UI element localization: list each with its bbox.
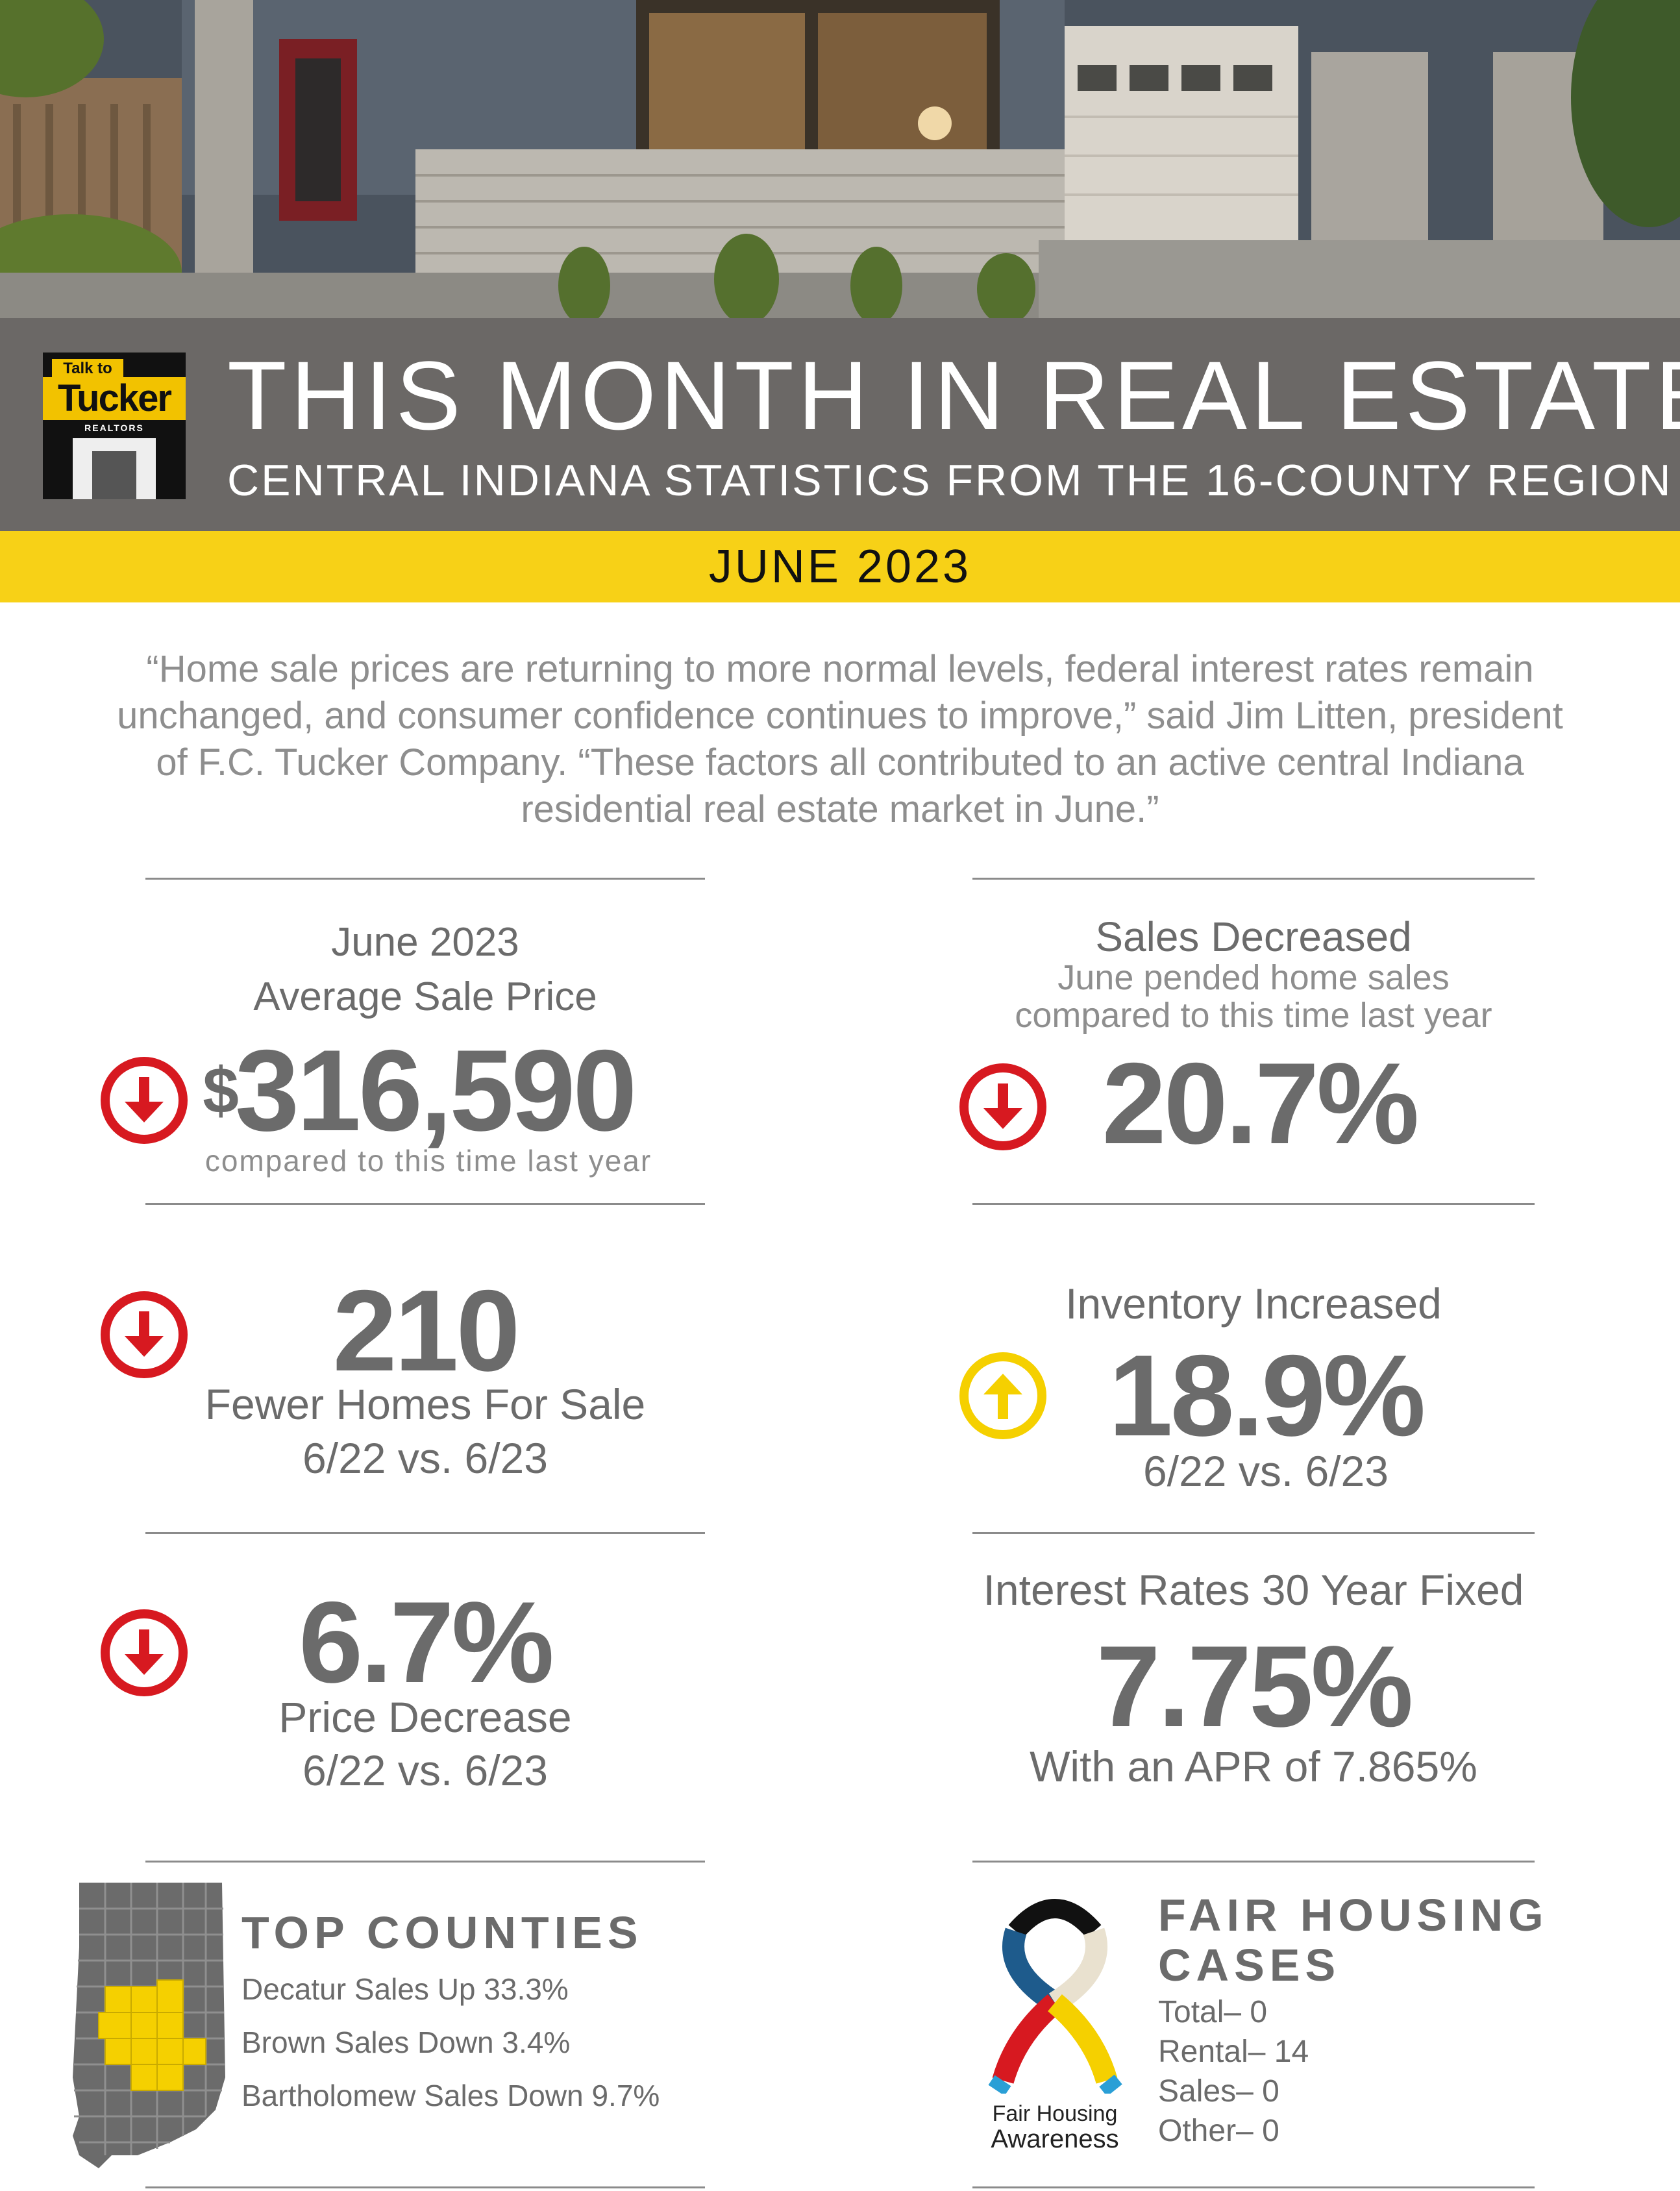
report-month: JUNE 2023 [708, 541, 972, 593]
down-arrow-icon [101, 1057, 188, 1144]
fewer-homes-label: Fewer Homes For Sale [204, 1380, 646, 1428]
price-decrease-period: 6/22 vs. 6/23 [303, 1746, 548, 1794]
month-band [0, 531, 1680, 602]
tucker-logo: Talk to Tucker REALTORS [43, 353, 186, 499]
divider [145, 2186, 705, 2188]
avg-price-label-1: June 2023 [331, 920, 519, 965]
title-band [0, 318, 1680, 531]
avg-price-currency: $ [203, 1054, 239, 1127]
hero-house-photo [0, 0, 1680, 318]
indiana-county-map [73, 1883, 225, 2168]
divider [972, 2186, 1535, 2188]
inventory-value: 18.9% [1108, 1331, 1426, 1460]
county-item: Brown Sales Down 3.4% [241, 2025, 571, 2059]
top-counties-heading: TOP COUNTIES [241, 1907, 643, 1958]
fair-housing-item: Total– 0 [1158, 1995, 1268, 2029]
inventory-period: 6/22 vs. 6/23 [1143, 1447, 1389, 1495]
logo-realtors: REALTORS [84, 423, 144, 433]
county-item: Bartholomew Sales Down 9.7% [241, 2079, 660, 2112]
down-arrow-icon [959, 1063, 1046, 1150]
divider [972, 1532, 1535, 1534]
divider [972, 1203, 1535, 1205]
sales-sub-1: June pended home sales [1057, 958, 1450, 997]
fewer-homes-period: 6/22 vs. 6/23 [303, 1434, 548, 1482]
ribbon-caption-1: Fair Housing [992, 2101, 1118, 2126]
divider [972, 1861, 1535, 1863]
divider [145, 1203, 705, 1205]
price-decrease-label: Price Decrease [278, 1693, 572, 1741]
fair-housing-item: Other– 0 [1158, 2114, 1279, 2148]
fair-housing-ribbon-icon [988, 1899, 1122, 2094]
page-subtitle: CENTRAL INDIANA STATISTICS FROM THE 16-C… [227, 456, 1673, 505]
up-arrow-icon [959, 1352, 1046, 1439]
ribbon-caption-2: Awareness [991, 2125, 1119, 2153]
page-title: THIS MONTH IN REAL ESTATE [227, 341, 1680, 450]
divider [972, 878, 1535, 880]
avg-price-label-2: Average Sale Price [253, 974, 597, 1019]
logo-tucker: Tucker [43, 377, 186, 420]
sales-sub-2: compared to this time last year [1015, 996, 1492, 1035]
sales-value: 20.7% [1102, 1039, 1420, 1168]
interest-value: 7.75% [1096, 1622, 1414, 1751]
inventory-title: Inventory Increased [1065, 1280, 1442, 1328]
avg-price-note: compared to this time last year [204, 1144, 652, 1178]
interest-title: Interest Rates 30 Year Fixed [983, 1566, 1524, 1614]
down-arrow-icon [101, 1291, 188, 1378]
fair-housing-item: Rental– 14 [1158, 2035, 1309, 2069]
fair-housing-item: Sales– 0 [1158, 2074, 1279, 2109]
county-item: Decatur Sales Up 33.3% [241, 1972, 569, 2006]
sales-title: Sales Decreased [1095, 913, 1412, 960]
divider [145, 878, 705, 880]
logo-talk-to: Talk to [52, 359, 123, 378]
logo-t-mark [73, 438, 156, 499]
divider [145, 1861, 705, 1863]
price-decrease-value: 6.7% [299, 1578, 554, 1707]
fair-housing-heading-1: FAIR HOUSING [1158, 1890, 1549, 1940]
president-quote: “Home sale prices are returning to more … [117, 648, 1563, 830]
divider [145, 1532, 705, 1534]
fair-housing-heading-2: CASES [1158, 1940, 1341, 1990]
down-arrow-icon [101, 1609, 188, 1696]
avg-price-value: 316,590 [235, 1026, 637, 1155]
interest-apr: With an APR of 7.865% [1030, 1742, 1477, 1790]
fewer-homes-value: 210 [332, 1266, 521, 1395]
